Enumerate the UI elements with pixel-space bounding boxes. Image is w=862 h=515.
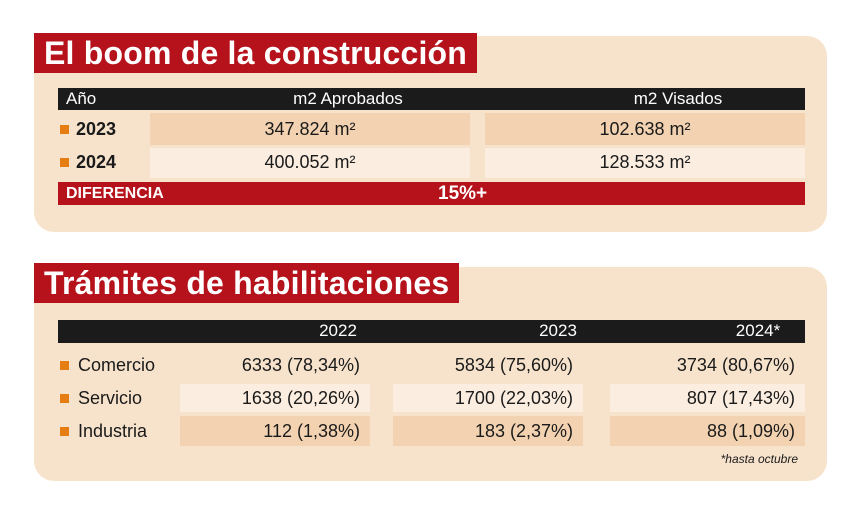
permits-header-bar: 2022 2023 2024* (58, 320, 805, 343)
industria-2024: 88 (1,09%) (706, 421, 795, 441)
row-label-comercio: Comercio (78, 355, 156, 375)
cell-bg (180, 416, 370, 446)
row-2024-visados: 128.533 m² (599, 152, 691, 172)
bullet-icon (60, 158, 69, 167)
row-2023-visados: 102.638 m² (599, 119, 691, 139)
cell-bg (610, 416, 805, 446)
comercio-2023: 5834 (75,60%) (454, 355, 573, 375)
header-2023: 2023 (539, 321, 577, 340)
header-visados: m2 Visados (633, 89, 723, 108)
industria-2023: 183 (2,37%) (474, 421, 573, 441)
header-year: Año (66, 89, 97, 108)
row-2023-visados-bg (485, 113, 805, 145)
servicio-2024: 807 (17,43%) (686, 388, 795, 408)
header-2024: 2024* (735, 321, 781, 340)
construction-header-bar: Año m2 Aprobados m2 Visados (58, 88, 805, 110)
cell-bg (180, 384, 370, 412)
cell-bg (393, 384, 583, 412)
header-approved: m2 Aprobados (293, 89, 403, 108)
bullet-icon (60, 361, 69, 370)
row-2024-approved-bg (150, 148, 470, 178)
industria-2022: 112 (1,38%) (263, 421, 360, 441)
header-2022: 2022 (319, 321, 357, 340)
row-2023-approved-bg (150, 113, 470, 145)
servicio-2022: 1638 (20,26%) (241, 388, 360, 408)
row-year-2023: 2023 (76, 119, 117, 139)
cell-bg (393, 416, 583, 446)
difference-label: DIFERENCIA (66, 185, 164, 202)
row-2024-approved: 400.052 m² (264, 152, 356, 172)
comercio-2022: 6333 (78,34%) (241, 355, 360, 375)
row-year-2024: 2024 (76, 152, 117, 172)
cell-bg (610, 384, 805, 412)
row-2024-visados-bg (485, 148, 805, 178)
row-2023-approved: 347.824 m² (264, 119, 356, 139)
difference-bar: DIFERENCIA 15%+ (58, 182, 805, 205)
servicio-2023: 1700 (22,03%) (454, 388, 573, 408)
construction-title: El boom de la construcción (34, 33, 478, 73)
permits-title: Trámites de habilitaciones (34, 263, 460, 303)
bullet-icon (60, 427, 69, 436)
footnote: *hasta octubre (720, 452, 798, 466)
bullet-icon (60, 125, 69, 134)
row-label-servicio: Servicio (78, 388, 143, 408)
row-label-industria: Industria (78, 421, 148, 441)
comercio-2024: 3734 (80,67%) (676, 355, 795, 375)
bullet-icon (60, 394, 69, 403)
difference-value: 15%+ (438, 183, 488, 204)
